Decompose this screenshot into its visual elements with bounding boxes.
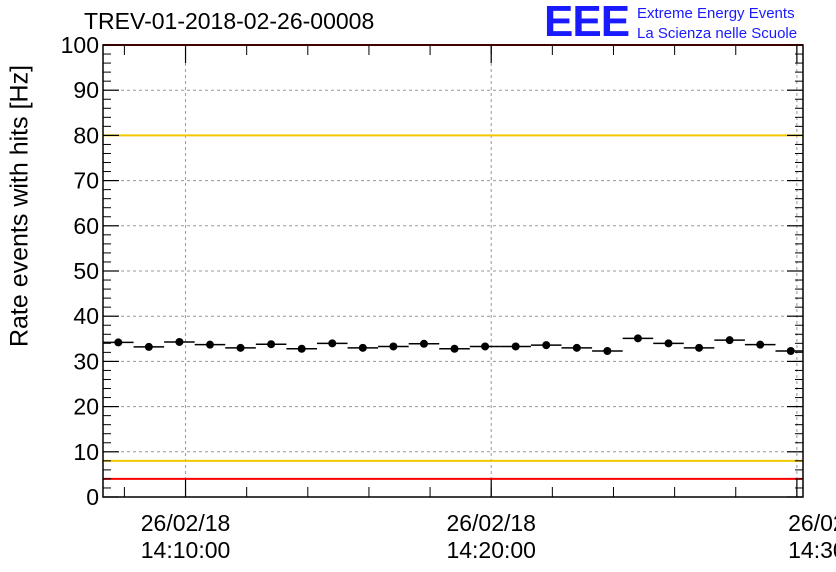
data-point	[164, 337, 195, 346]
data-point	[133, 342, 165, 351]
data-point	[714, 336, 745, 345]
point-marker	[756, 340, 765, 349]
y-tick-label: 80	[73, 122, 99, 148]
data-point	[530, 341, 562, 350]
logo-tagline-1: Extreme Energy Events	[637, 5, 795, 22]
x-tick-time: 14:20:00	[446, 537, 536, 563]
y-tick-label: 60	[73, 213, 99, 239]
data-point	[194, 340, 226, 349]
data-point	[622, 334, 654, 343]
data-point	[775, 347, 803, 356]
x-tick-date: 26/02/18	[788, 510, 836, 536]
point-marker	[481, 342, 490, 351]
y-tick-label: 90	[73, 77, 99, 103]
point-marker	[695, 343, 704, 352]
point-marker	[786, 347, 795, 356]
point-marker	[236, 343, 245, 352]
y-axis-label: Rate events with hits [Hz]	[5, 64, 34, 348]
data-point	[408, 339, 440, 348]
y-tick-label: 20	[73, 394, 99, 420]
chart-title: TREV-01-2018-02-26-00008	[84, 8, 375, 34]
y-tick-label: 70	[73, 168, 99, 194]
point-marker	[603, 347, 612, 356]
data-point	[592, 347, 623, 356]
data-point	[286, 344, 317, 353]
x-tick-time: 14:30:00	[788, 537, 836, 563]
y-tick-label: 100	[61, 32, 99, 58]
point-marker	[389, 342, 398, 351]
data-point	[744, 340, 776, 349]
point-marker	[328, 339, 337, 348]
point-marker	[297, 344, 306, 353]
y-tick-label: 40	[73, 303, 99, 329]
point-marker	[542, 341, 551, 350]
point-marker	[267, 340, 276, 349]
x-tick-labels: 26/02/1814:10:0026/02/1814:20:0026/02/18…	[141, 510, 836, 563]
data-point	[469, 342, 501, 351]
axis-ticks	[103, 44, 803, 498]
logo-tagline-2: La Scienza nelle Scuole	[637, 25, 798, 42]
point-marker	[450, 344, 459, 353]
data-point	[683, 343, 715, 352]
x-tick-date: 26/02/18	[141, 510, 231, 536]
point-marker	[633, 334, 642, 343]
y-tick-label: 30	[73, 348, 99, 374]
y-tick-labels: 0 10 20 30 40 50 60 70 80 90 100	[61, 32, 99, 510]
data-point	[561, 343, 593, 352]
data-point	[653, 339, 684, 348]
point-marker	[725, 336, 734, 345]
reference-lines	[103, 44, 803, 480]
point-marker	[144, 342, 153, 351]
point-marker	[511, 342, 520, 351]
data-point	[103, 338, 134, 347]
point-marker	[419, 339, 428, 348]
data-point	[439, 344, 470, 353]
point-marker	[205, 340, 214, 349]
point-marker	[664, 339, 673, 348]
x-tick-date: 26/02/18	[446, 510, 536, 536]
point-marker	[358, 343, 367, 352]
data-point	[500, 342, 531, 351]
x-tick-time: 14:10:00	[141, 537, 231, 563]
y-tick-label: 50	[73, 258, 99, 284]
point-marker	[175, 337, 184, 346]
data-point	[316, 339, 348, 348]
data-point	[255, 340, 287, 349]
data-points	[103, 334, 803, 356]
data-point	[378, 342, 409, 351]
y-tick-label: 0	[86, 484, 99, 510]
data-point	[347, 343, 379, 352]
y-tick-label: 10	[73, 439, 99, 465]
eee-logo-mark: EEE	[544, 0, 630, 46]
point-marker	[572, 343, 581, 352]
data-point	[225, 343, 256, 352]
grid-lines	[103, 45, 803, 497]
point-marker	[114, 338, 123, 347]
